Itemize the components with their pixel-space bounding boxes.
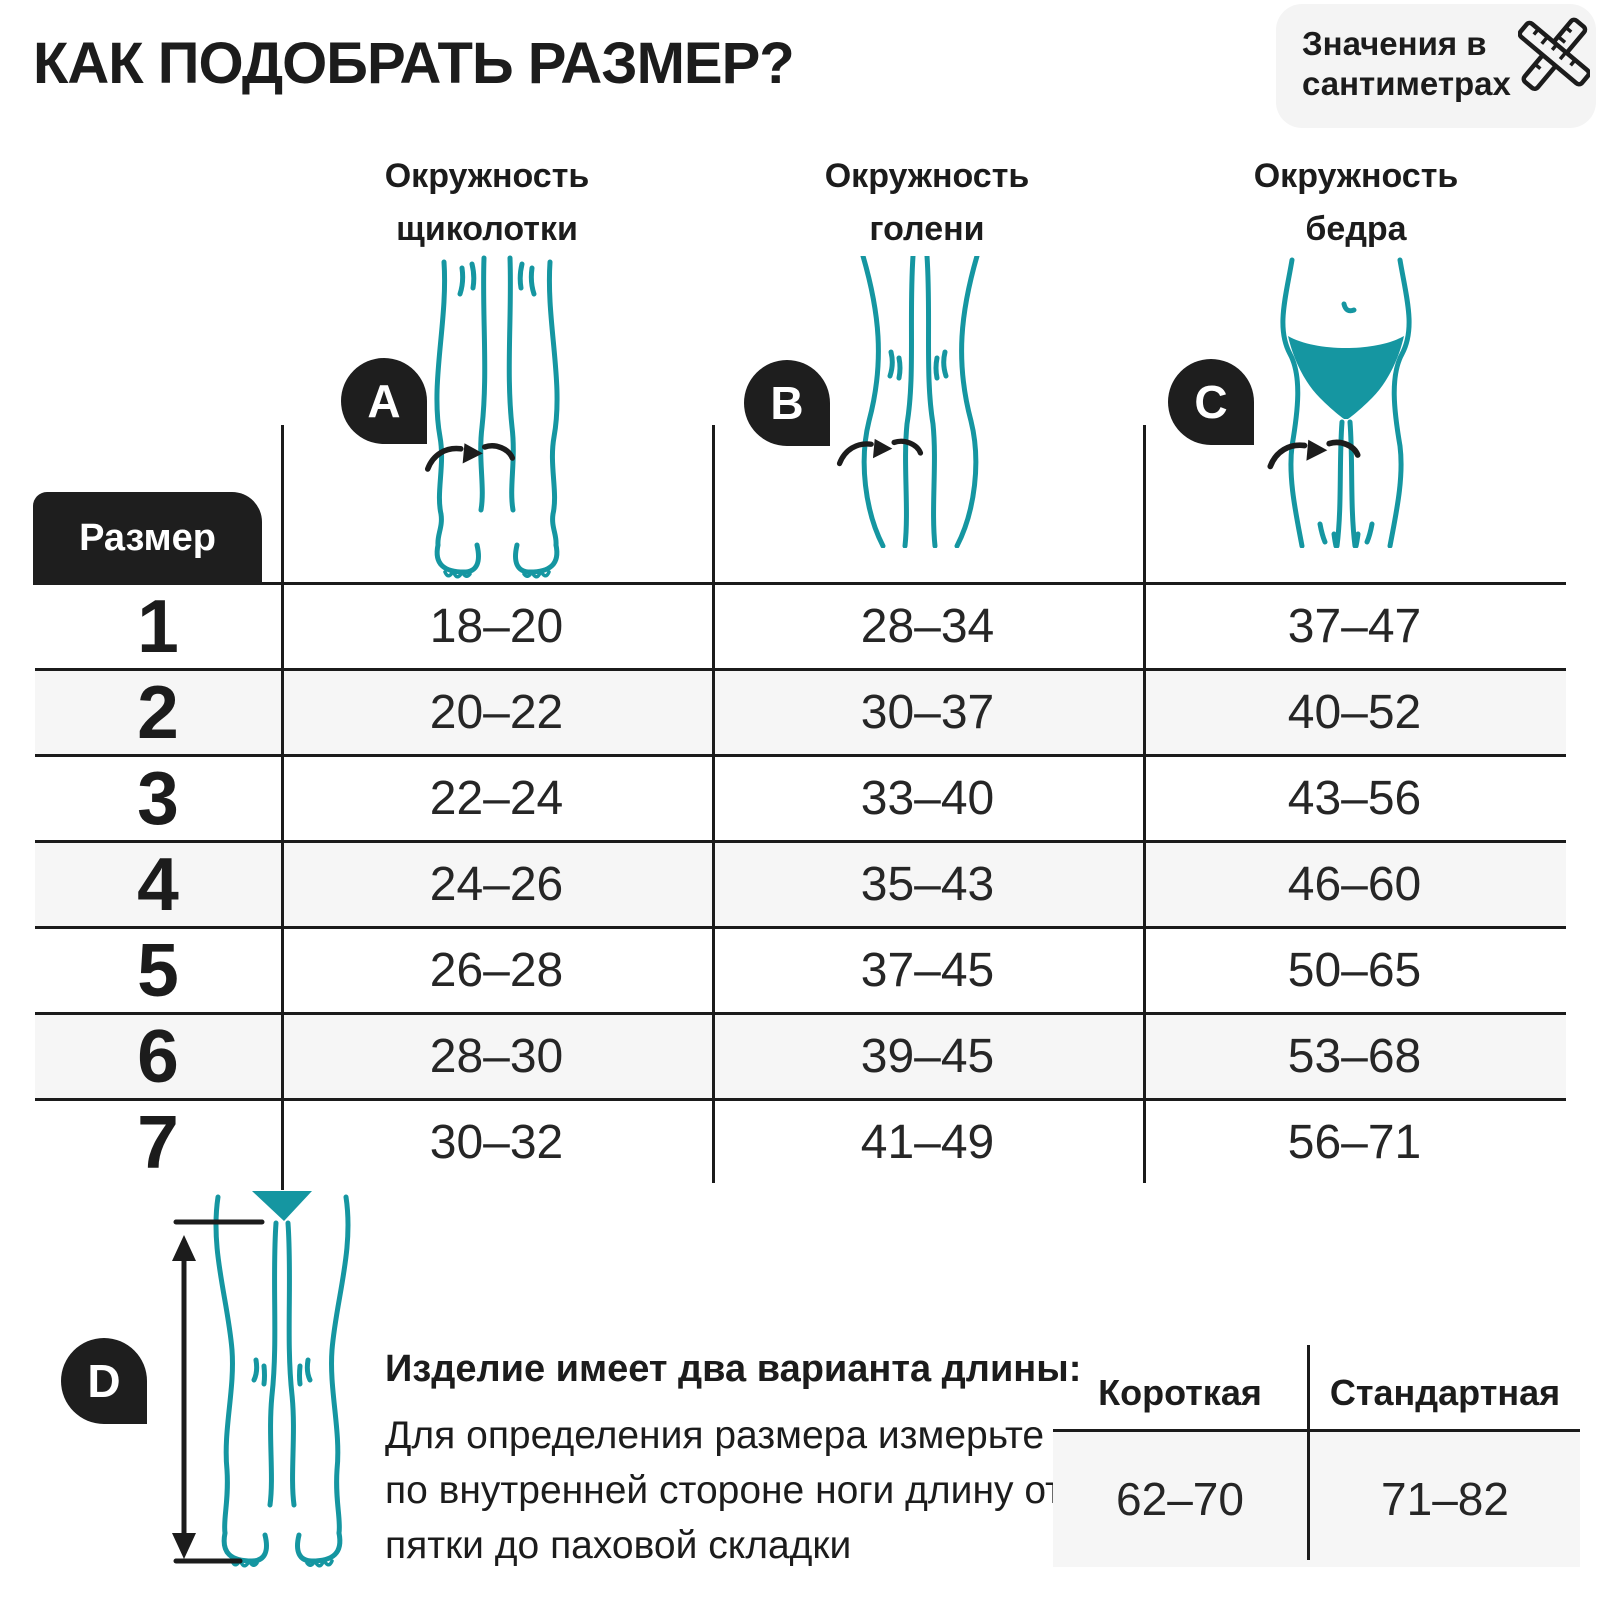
length-option-standard-label: Стандартная (1329, 1372, 1561, 1413)
calf-value: 41–49 (860, 1116, 995, 1169)
length-option-standard-value: 71–82 (1381, 1473, 1509, 1525)
hip-value: 37–47 (1287, 600, 1422, 653)
badge-a: A (341, 358, 427, 444)
leg-length-illustration (213, 1191, 351, 1568)
badge-d-letter: D (87, 1355, 121, 1407)
ruler-icon (1518, 17, 1590, 92)
length-option-short-label: Короткая (1098, 1372, 1262, 1413)
column-header-calf: Окружность голени (824, 157, 1030, 248)
hips-illustration (1280, 257, 1412, 548)
units-note-text: Значения в сантиметрах (1302, 25, 1511, 102)
size-table: 1 18–20 28–34 37–47 2 20–22 30–37 40–52 … (35, 582, 1566, 1184)
length-table-stripe (1053, 1432, 1580, 1567)
length-table-divider-horizontal (1053, 1429, 1580, 1432)
length-description: Для определения размера измерьте по внут… (385, 1414, 1064, 1567)
hip-value: 50–65 (1287, 944, 1422, 997)
calf-value: 28–34 (860, 600, 995, 653)
calf-value: 37–45 (860, 944, 995, 997)
column-header-hip: Окружность бедра (1253, 157, 1459, 248)
ankle-value: 26–28 (429, 944, 564, 997)
table-row: 5 26–28 37–45 50–65 (35, 926, 1566, 1012)
badge-b: B (744, 360, 830, 446)
size-cell: 3 (137, 756, 179, 840)
circumference-arrow-a (424, 443, 516, 472)
circumference-arrow-b (836, 438, 924, 467)
length-option-short-value: 62–70 (1116, 1473, 1244, 1525)
calf-value: 33–40 (860, 772, 995, 825)
calf-value: 30–37 (860, 686, 995, 739)
size-cell: 2 (137, 670, 179, 754)
hip-value: 43–56 (1287, 772, 1422, 825)
size-column-header-label: Размер (79, 517, 216, 559)
ankle-value: 18–20 (429, 600, 564, 653)
table-row: 6 28–30 39–45 53–68 (35, 1012, 1566, 1098)
ankle-value: 22–24 (429, 772, 564, 825)
table-row: 3 22–24 33–40 43–56 (35, 754, 1566, 840)
badge-c-letter: C (1194, 376, 1228, 428)
column-divider-3 (1143, 425, 1146, 1183)
ankle-value: 30–32 (429, 1116, 564, 1169)
calf-value: 35–43 (860, 858, 995, 911)
table-row: 4 24–26 35–43 46–60 (35, 840, 1566, 926)
units-note: Значения в сантиметрах (1276, 4, 1596, 128)
badge-b-letter: B (770, 377, 804, 429)
ankle-value: 20–22 (429, 686, 564, 739)
page-title: КАК ПОДОБРАТЬ РАЗМЕР? (33, 31, 795, 96)
badge-d: D (61, 1338, 147, 1424)
length-table-divider-vertical (1307, 1345, 1310, 1560)
badge-c: C (1168, 359, 1254, 445)
badge-a-letter: A (367, 375, 401, 427)
hip-value: 46–60 (1287, 858, 1422, 911)
column-header-ankle: Окружность щиколотки (384, 157, 590, 248)
ankle-value: 28–30 (429, 1030, 564, 1083)
hip-value: 53–68 (1287, 1030, 1422, 1083)
size-cell: 7 (137, 1100, 179, 1184)
length-heading: Изделие имеет два варианта длины: (385, 1348, 1082, 1390)
size-cell: 6 (137, 1014, 179, 1098)
hip-value: 56–71 (1287, 1116, 1422, 1169)
size-cell: 5 (137, 928, 179, 1012)
size-cell: 1 (137, 584, 179, 668)
ankle-value: 24–26 (429, 858, 564, 911)
calf-value: 39–45 (860, 1030, 995, 1083)
table-row: 7 30–32 41–49 56–71 (35, 1098, 1566, 1184)
column-divider-2 (712, 425, 715, 1183)
circumference-arrow-c (1267, 439, 1361, 470)
table-row: 1 18–20 28–34 37–47 (35, 582, 1566, 668)
size-cell: 4 (137, 842, 179, 926)
ankle-legs-illustration (434, 255, 560, 579)
length-measure-arrow (172, 1219, 265, 1564)
calf-legs-illustration (860, 256, 980, 548)
column-divider-1 (281, 425, 284, 1190)
size-column-header: Размер (33, 492, 262, 585)
hip-value: 40–52 (1287, 686, 1422, 739)
table-row: 2 20–22 30–37 40–52 (35, 668, 1566, 754)
